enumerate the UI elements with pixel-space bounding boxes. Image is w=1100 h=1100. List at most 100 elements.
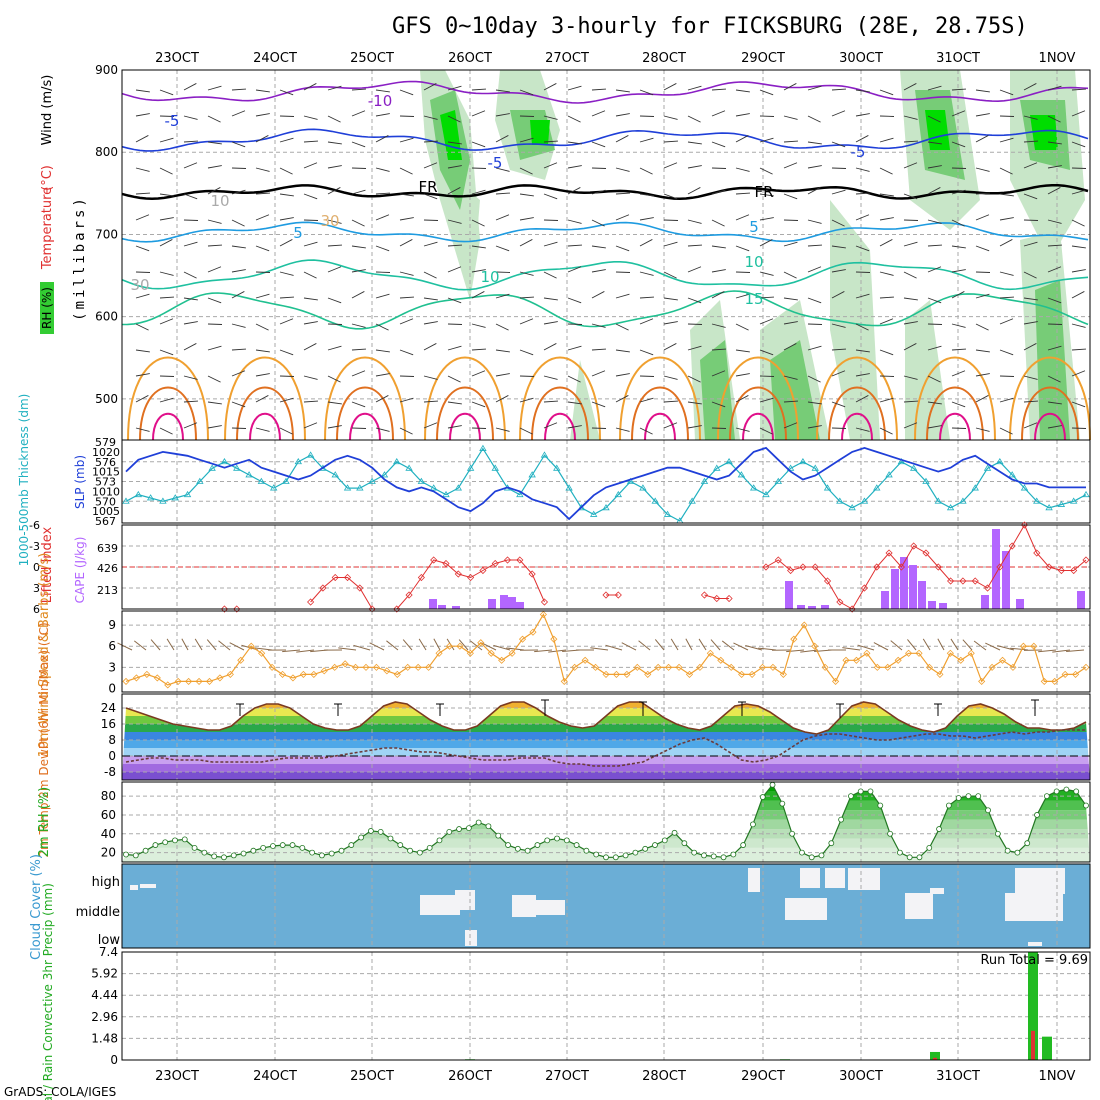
- slp-tick: 1005: [92, 505, 120, 518]
- lifted-index-marker: [430, 556, 438, 564]
- cape-bar: [881, 591, 889, 609]
- rh-marker: [465, 825, 472, 832]
- cloud-patch: [140, 884, 156, 888]
- wind-barb: [303, 422, 318, 429]
- wind-barb: [639, 89, 654, 96]
- cape-bar: [452, 606, 460, 609]
- thickness-marker: [380, 471, 389, 478]
- rh-marker: [221, 854, 227, 861]
- wind-barb: [831, 219, 845, 227]
- wind-barb: [423, 400, 438, 403]
- bottom-date-label: 31OCT: [936, 1069, 980, 1084]
- wind-barb: [423, 241, 438, 247]
- lifted-index-marker: [1045, 563, 1053, 571]
- cape-bar: [909, 565, 917, 609]
- wind-barb: [615, 373, 630, 377]
- lifted-index-marker: [897, 563, 905, 571]
- wind-barb: [1047, 401, 1062, 405]
- contour-label: FR: [754, 183, 773, 201]
- wind-barb: [1071, 219, 1085, 227]
- thickness-line: [125, 447, 1087, 522]
- wind-barb: [879, 193, 894, 197]
- cape-bar: [918, 581, 926, 609]
- wind-barb: [807, 115, 821, 123]
- lifted-index-marker: [454, 570, 462, 578]
- rh-marker: [632, 849, 639, 856]
- thickness-marker: [983, 464, 992, 471]
- wind-barb: [567, 345, 582, 351]
- surface-wind-barb: [229, 642, 245, 651]
- wind-barb: [783, 241, 798, 247]
- wind-barb: [375, 135, 389, 143]
- cape-tick: 426: [97, 562, 118, 575]
- wind-barb: [471, 323, 486, 328]
- rh-marker: [338, 847, 345, 854]
- wind-barb: [447, 187, 461, 195]
- rh-marker: [495, 832, 502, 839]
- wind-barb: [255, 135, 269, 143]
- wind-barb: [399, 427, 413, 435]
- rh-marker: [554, 835, 560, 842]
- cloud-bg: [122, 864, 1090, 948]
- wind-barb: [855, 135, 869, 143]
- wind-10m-label: 10m Wind Speed & Barbs (m/s): [37, 553, 52, 758]
- surface-wind-barb: [1066, 649, 1085, 652]
- wind-barb: [639, 217, 654, 221]
- wind-barb: [999, 271, 1014, 276]
- rh-marker: [789, 830, 796, 837]
- lifted-index-marker: [700, 591, 709, 599]
- rh-marker: [750, 821, 756, 828]
- rh-marker: [603, 854, 609, 861]
- wind-barb: [855, 214, 870, 221]
- wind-barb: [807, 375, 821, 383]
- thickness-marker: [577, 504, 586, 511]
- wind-barb: [807, 401, 822, 405]
- wind-speed-marker: [696, 663, 704, 671]
- wind-speed-marker: [1072, 670, 1080, 678]
- rh-marker: [740, 842, 747, 848]
- wind-barb: [303, 115, 318, 120]
- surface-wind-barb: [166, 638, 175, 651]
- wind-barb: [159, 427, 173, 435]
- wind-barb: [903, 375, 918, 380]
- wind-barb: [231, 245, 246, 249]
- wind-barb: [447, 244, 462, 247]
- wind-barb: [927, 266, 942, 273]
- wind-speed-marker: [143, 670, 151, 678]
- lifted-index-marker: [319, 584, 327, 592]
- cloud-level-label: low: [98, 933, 121, 948]
- precip-label: Total / Rain Convective 3hr Precip (mm): [41, 883, 55, 1100]
- rh-marker: [485, 823, 492, 830]
- wind-barb: [471, 245, 486, 249]
- thickness-marker: [922, 477, 930, 484]
- precip-tick: 0: [110, 1053, 118, 1067]
- bottom-date-label: 27OCT: [545, 1069, 589, 1084]
- lifted-index-marker: [873, 563, 881, 571]
- wind-barb: [135, 293, 150, 299]
- wind-barb: [615, 192, 630, 195]
- wind-barb: [807, 345, 822, 351]
- wind-barb: [183, 241, 198, 247]
- wind-barb: [375, 349, 390, 353]
- wind-barb: [303, 271, 317, 279]
- temp-tick: -8: [104, 765, 116, 779]
- wind-barb: [1023, 400, 1038, 403]
- wind-barb: [471, 219, 485, 227]
- wind-barb: [831, 348, 846, 351]
- wind-barb: [135, 427, 150, 432]
- contour-label: 10: [744, 253, 763, 271]
- wind-barb: [1023, 115, 1038, 120]
- cloud-patch: [1028, 942, 1042, 946]
- wind-barb: [951, 323, 966, 328]
- wind-barb: [543, 241, 558, 247]
- wind-barb: [639, 349, 654, 356]
- wind-barb: [183, 271, 197, 279]
- wind-barb: [903, 400, 918, 403]
- contour-label: -5: [488, 154, 503, 172]
- cloud-patch: [130, 885, 138, 890]
- rh-marker: [642, 845, 649, 852]
- thickness-marker: [122, 497, 130, 504]
- wind-barb: [879, 167, 893, 175]
- wind-barb: [183, 115, 198, 120]
- wind-speed-marker: [237, 656, 245, 664]
